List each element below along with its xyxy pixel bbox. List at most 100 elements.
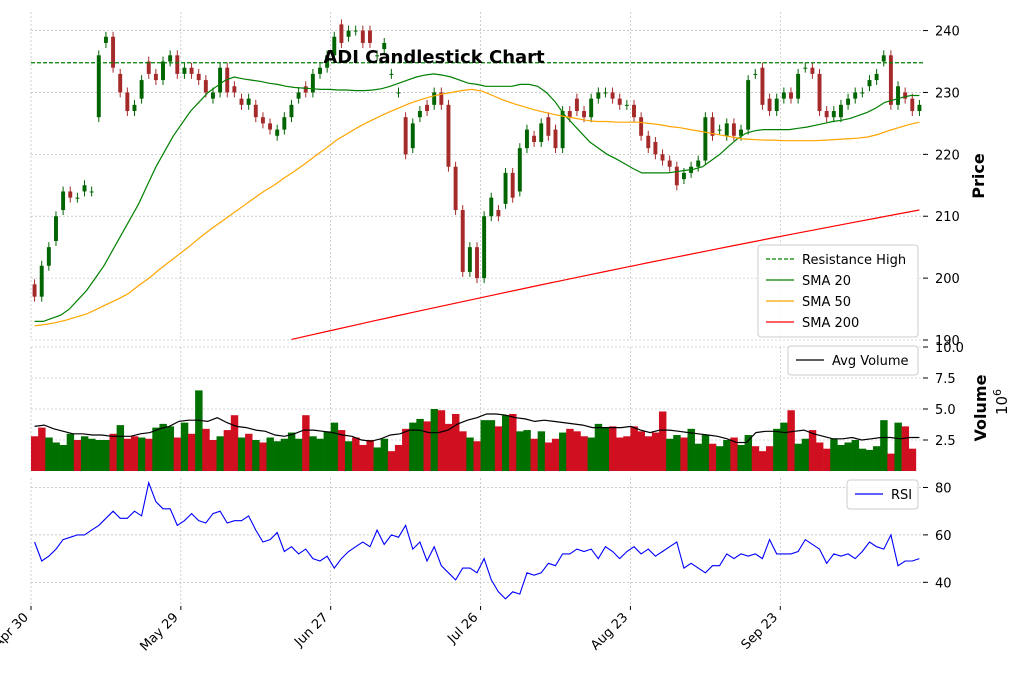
volume-bar [887,453,895,471]
volume-tick-label: 7.5 [935,372,956,387]
candle-body [446,104,451,167]
volume-bar [280,438,289,471]
volume-bar [851,440,860,471]
candle-body [232,86,237,93]
volume-bar [723,440,731,471]
candle-body [881,55,886,62]
volume-bar [616,437,624,471]
candle-body [746,80,751,130]
volume-bar [166,426,175,471]
volume-bar [509,413,517,471]
volume-bar [309,436,317,471]
volume-bar [530,438,538,471]
volume-bar [858,448,867,471]
candle-body [239,98,244,105]
candle-body [196,73,201,81]
candle-body [68,191,73,198]
candle-body [838,104,843,118]
volume-bar [901,426,910,471]
volume-bar [523,430,531,471]
candle-body [417,111,422,118]
candle-body [632,104,636,118]
candle-body [39,265,44,297]
x-tick-label: Sep 23 [739,610,782,653]
grid-layer [30,12,923,606]
volume-bar [230,415,239,471]
volume-bar [594,423,603,471]
price-tick-label: 240 [935,25,960,40]
candle-body [482,216,487,279]
candle-body [489,197,494,217]
candle-body [624,104,629,106]
avg-volume-line [34,413,920,444]
candle-body [253,104,258,118]
volume-bar [730,437,738,471]
volume-bar [473,441,481,471]
sma20-line [34,73,920,322]
candle-body [853,92,858,99]
volume-bar [501,415,510,471]
rsi-tick-label: 80 [935,481,952,496]
candle-body [560,111,565,149]
candle-body [268,123,273,130]
candle-body [846,98,851,105]
candle-body [574,98,579,112]
candle-body [32,284,37,297]
volume-bar [394,444,403,471]
candle-body [382,42,387,50]
volume-bar [373,447,381,471]
volume-bar [38,427,46,471]
candle-body [410,123,415,149]
volume-bar [651,432,660,471]
volume-bar [758,451,767,471]
rsi-tick-label: 40 [935,576,952,591]
rsi-line [34,480,920,600]
candle-body [667,160,672,167]
candle-body [61,191,66,211]
candle-body [153,73,158,81]
candle-body [89,191,94,193]
volume-bar [480,420,489,471]
volume-tick-label: 5.0 [935,403,956,418]
candle-body [46,247,51,266]
volume-bar [31,436,39,471]
volume-bar [266,437,274,471]
volume-bar [52,442,60,471]
candle-body [553,129,558,149]
candle-body [810,67,815,74]
candle-body [211,92,215,99]
candle-body [118,73,123,93]
volume-bar [109,433,117,471]
candle-body [860,92,865,94]
candle-body [367,30,372,43]
candle-body [803,67,808,69]
volume-bar [830,438,838,471]
candle-body [346,30,351,37]
candle-body [539,123,544,142]
candle-body [753,73,758,75]
candle-body [696,160,701,167]
volume-bar [544,442,553,471]
volume-bar [316,438,324,471]
volume-bar [216,436,224,471]
candle-body [82,185,87,192]
candle-body [125,92,130,112]
candle-body [439,92,444,105]
volume-bar [908,448,917,471]
volume-bar [780,422,788,471]
volume-bar [202,428,210,471]
volume-bar [273,441,282,471]
volume-bar [195,390,203,471]
candle-body [710,117,715,136]
volume-bar [173,437,182,471]
candle-body [874,73,879,81]
legend-label: SMA 50 [802,295,851,310]
volume-bar [116,425,125,471]
candle-body [475,247,479,279]
volume-bar [787,410,795,471]
volume-bar [416,418,424,471]
axis-layer: Apr 30 May 29 Jun 27 Jul 26 Aug 23 Sep 23 190 2… [0,25,1011,655]
volume-bar [801,438,810,471]
candle-body [582,111,587,118]
